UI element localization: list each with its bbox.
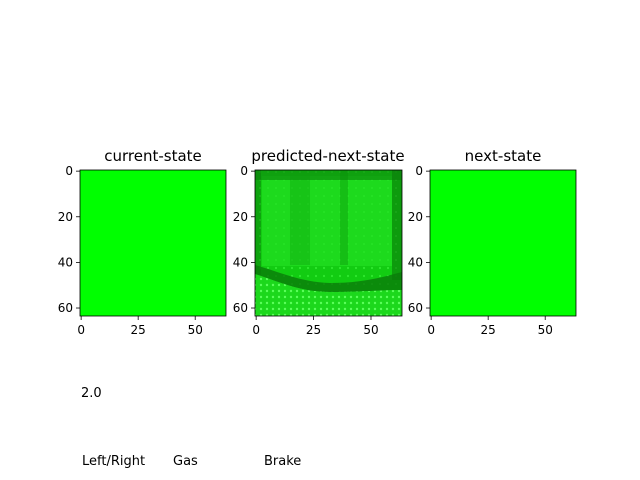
panel-title-current-state: current-state (104, 147, 202, 165)
y-tick-label: 0 (240, 164, 248, 178)
x-tick-label: 0 (252, 323, 260, 337)
x-tick-label: 25 (481, 323, 496, 337)
y-tick-label: 20 (58, 210, 73, 224)
control-label-brake: Brake (264, 454, 302, 469)
y-tick-label: 40 (58, 255, 73, 269)
x-tick-label: 0 (77, 323, 85, 337)
y-tick-label: 0 (415, 164, 423, 178)
axes-frame (79, 169, 227, 317)
y-tick-label: 60 (233, 301, 248, 315)
panel-current-state: current-state (79, 147, 227, 317)
image-predicted-next-state (255, 170, 402, 316)
y-tick-label: 60 (58, 301, 73, 315)
y-tick-label: 40 (408, 255, 423, 269)
panel-predicted-next-state: predicted-next-state (251, 147, 405, 317)
axes-frame (429, 169, 577, 317)
panel-next-state: next-state (429, 147, 577, 317)
x-tick-label: 50 (538, 323, 553, 337)
panel-title-predicted-next-state: predicted-next-state (251, 147, 404, 165)
image-current-state (80, 170, 226, 316)
y-tick-label: 0 (65, 164, 73, 178)
control-label-left-right: Left/Right (82, 454, 146, 469)
y-tick-label: 60 (408, 301, 423, 315)
axis-ticks: 0 25 50 0 20 40 60 0 25 50 0 20 40 60 0 25 50 0 20 40 60 (58, 164, 553, 337)
y-tick-label: 40 (233, 255, 248, 269)
control-label-gas: Gas (173, 454, 198, 469)
readout-value: 2.0 (81, 386, 102, 401)
panel-title-next-state: next-state (465, 147, 542, 165)
y-tick-label: 20 (233, 210, 248, 224)
x-tick-label: 50 (363, 323, 378, 337)
y-tick-label: 20 (408, 210, 423, 224)
x-tick-label: 25 (306, 323, 321, 337)
x-tick-label: 25 (131, 323, 146, 337)
image-next-state (430, 170, 576, 316)
axes-frame (254, 169, 403, 317)
x-tick-label: 50 (188, 323, 203, 337)
x-tick-label: 0 (427, 323, 435, 337)
